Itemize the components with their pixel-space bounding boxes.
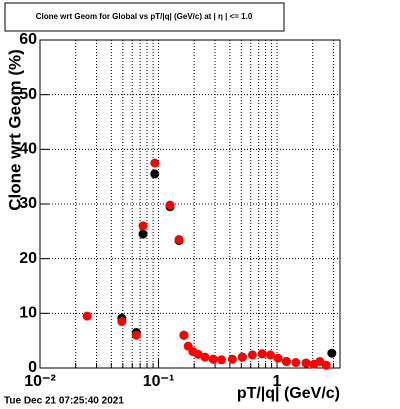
data-point: [82, 311, 92, 321]
data-point: [321, 360, 331, 370]
data-point: [237, 352, 247, 362]
x-axis-label: pT/|q| (GeV/c): [237, 385, 340, 402]
data-point: [257, 349, 267, 359]
data-point: [165, 200, 175, 210]
data-point: [247, 350, 257, 360]
data-point: [301, 358, 311, 368]
data-point: [200, 352, 210, 362]
data-point: [150, 169, 160, 179]
y-tick-label: 30: [19, 195, 37, 212]
title-box: [4, 2, 285, 32]
data-point: [150, 158, 160, 168]
y-axis-label: Clone wrt Geom (%): [5, 49, 24, 211]
data-point: [216, 355, 226, 365]
data-point: [227, 354, 237, 364]
x-tick-label: 10⁻²: [24, 373, 56, 390]
data-point: [138, 229, 148, 239]
data-point: [208, 354, 218, 364]
data-point: [327, 348, 337, 358]
data-point: [131, 330, 141, 340]
footer-date: Tue Dec 21 07:25:40 2021: [4, 396, 124, 407]
x-tick-label: 1: [273, 373, 282, 390]
x-tick-label: 10⁻¹: [143, 373, 175, 390]
data-point: [117, 317, 127, 327]
data-point: [281, 356, 291, 366]
y-tick-label: 0: [28, 359, 37, 376]
data-point: [265, 350, 275, 360]
y-tick-label: 50: [19, 86, 37, 103]
plot-frame: [39, 39, 341, 369]
y-tick-label: 10: [19, 305, 37, 322]
data-point: [273, 353, 283, 363]
data-point: [193, 349, 203, 359]
data-point: [174, 235, 184, 245]
data-point: [138, 221, 148, 231]
data-point: [179, 330, 189, 340]
y-tick-label: 60: [19, 31, 37, 48]
chart-title: Clone wrt Geom for Global vs pT/|q| (GeV…: [36, 12, 253, 21]
y-tick-label: 20: [19, 250, 37, 267]
data-point: [291, 358, 301, 368]
y-tick-label: 40: [19, 141, 37, 158]
